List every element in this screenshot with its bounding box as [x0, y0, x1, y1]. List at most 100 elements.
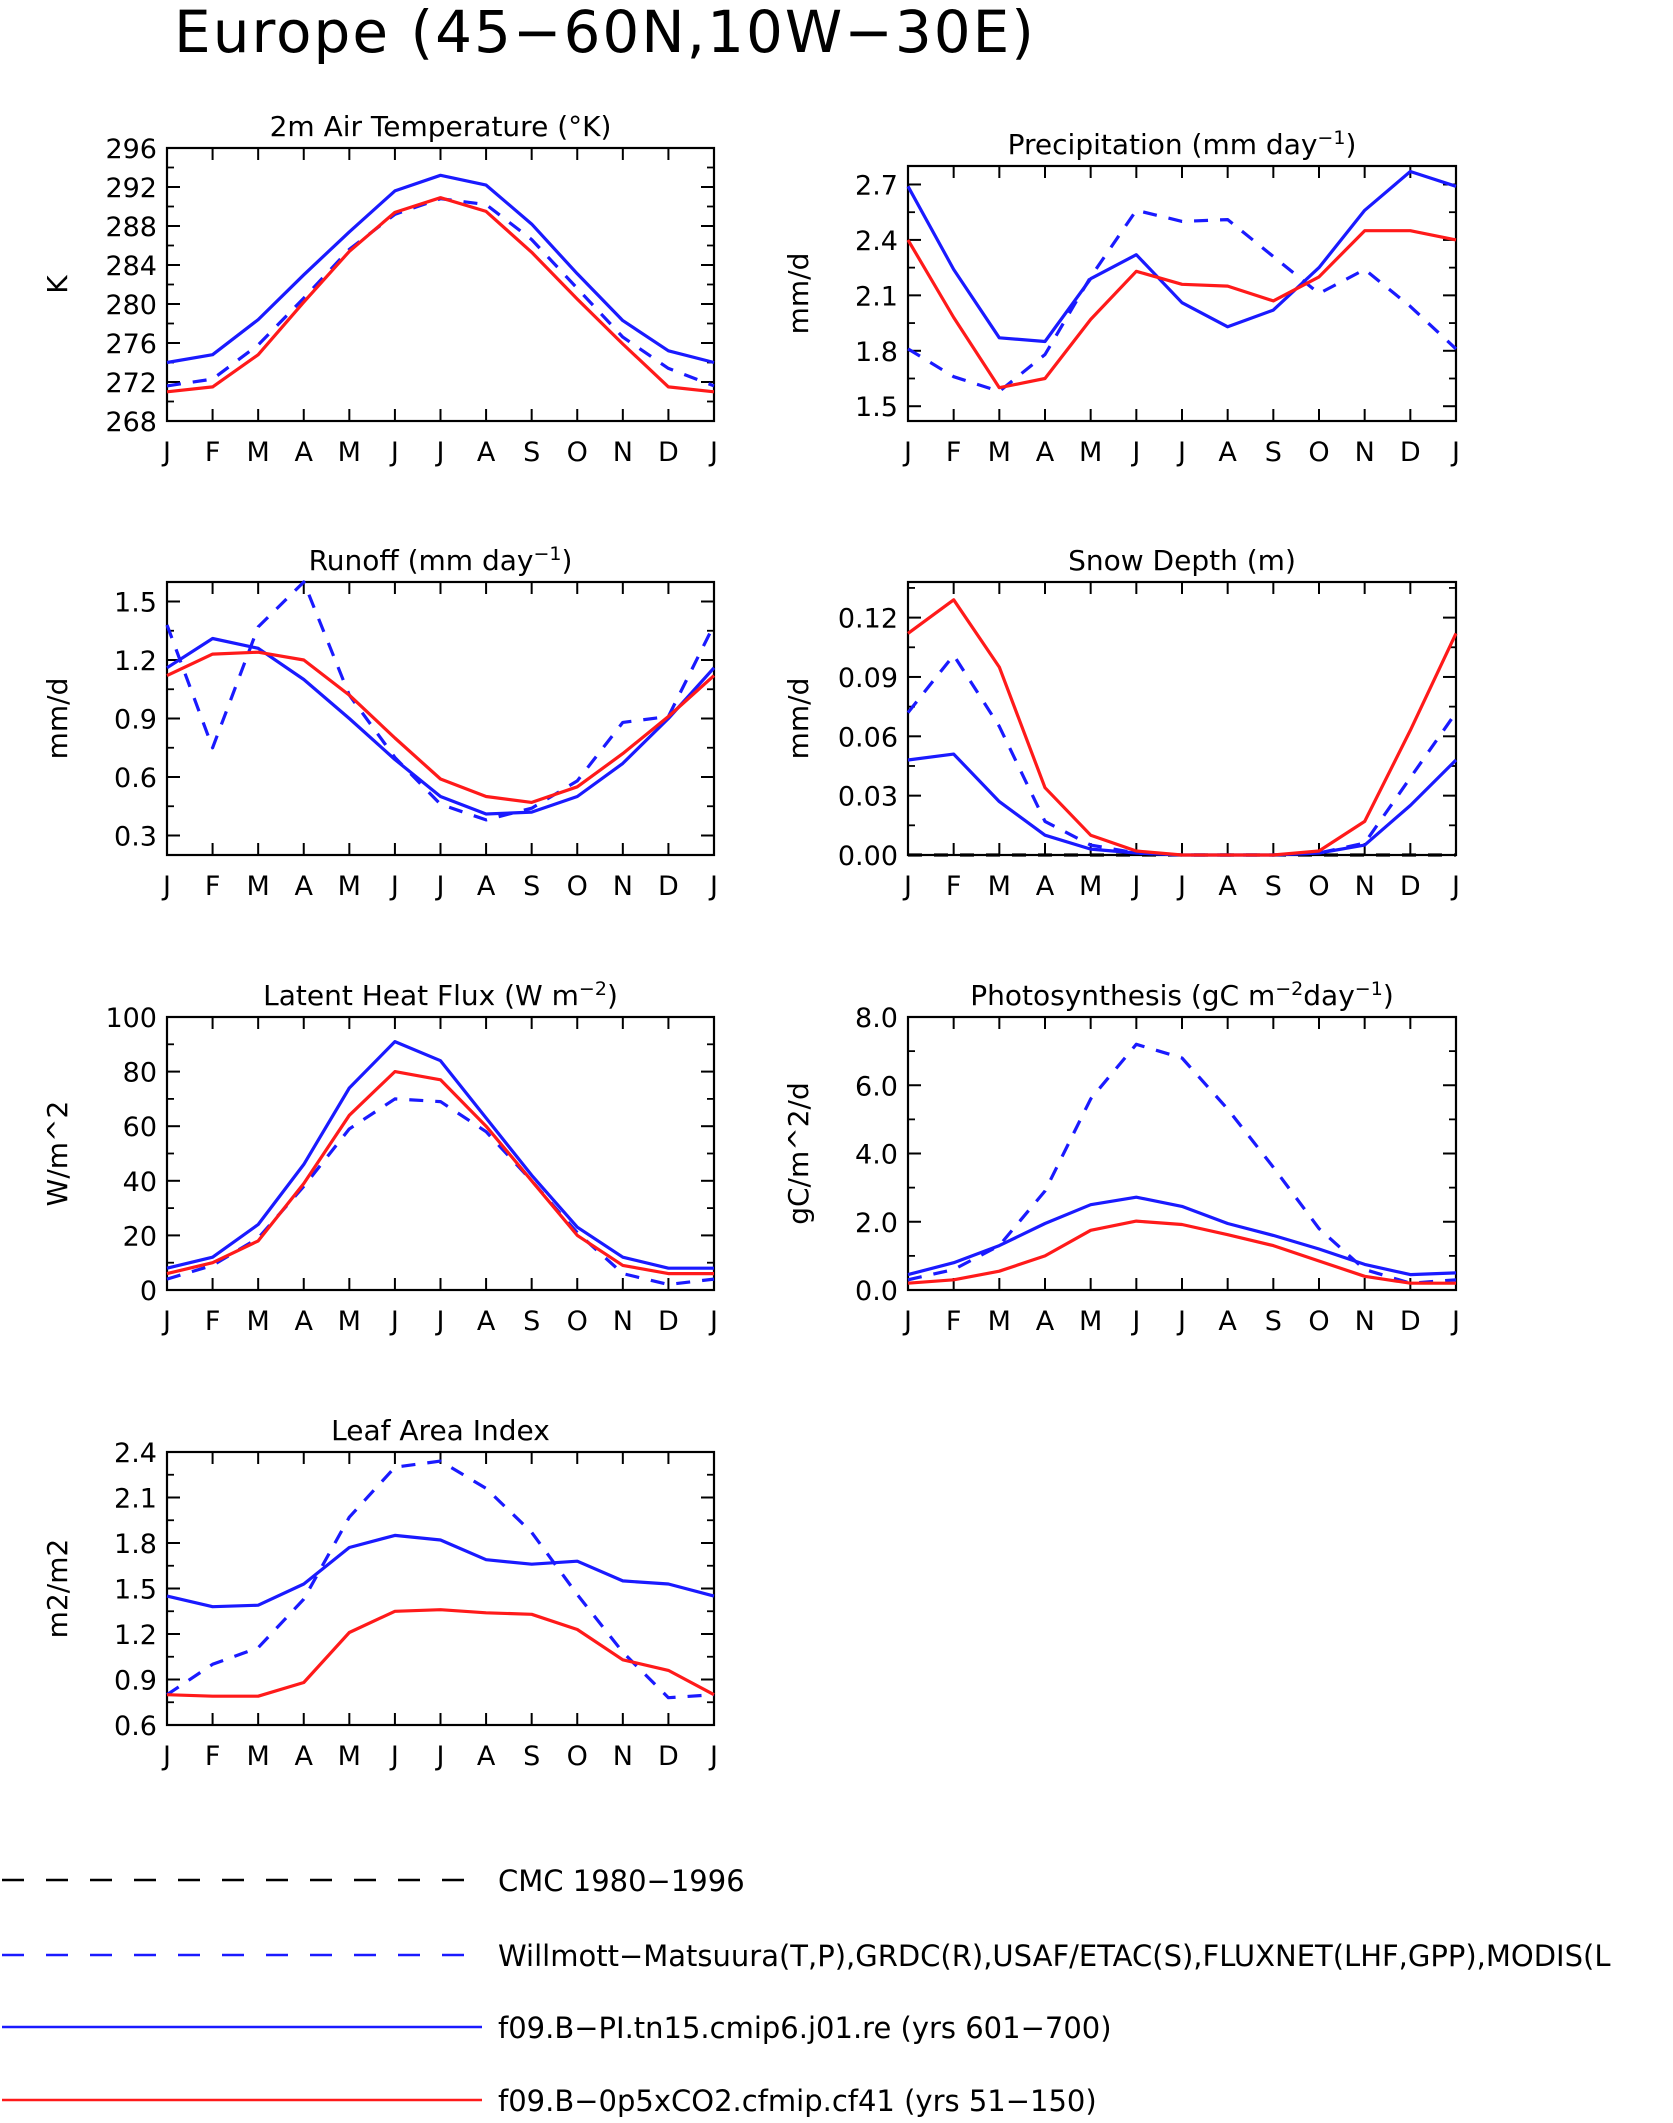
y-tick-label: 0.12	[838, 604, 898, 635]
x-tick-label: J	[708, 1306, 718, 1337]
y-tick-label: 20	[123, 1221, 157, 1252]
x-tick-label: M	[988, 1306, 1011, 1337]
y-tick-label: 292	[105, 173, 157, 204]
x-tick-label: M	[338, 437, 361, 468]
y-tick-label: 80	[123, 1058, 157, 1089]
series-line-obs-dashed	[166, 197, 715, 388]
y-tick-label: 1.5	[114, 1575, 157, 1606]
x-tick-label: J	[1130, 1306, 1140, 1337]
series-line-model-pi	[166, 1533, 715, 1609]
x-tick-label: M	[247, 437, 270, 468]
x-tick-label: F	[946, 1306, 962, 1337]
x-tick-label: J	[389, 871, 399, 902]
x-tick-label: D	[658, 437, 679, 468]
x-tick-label: F	[205, 1306, 221, 1337]
chart-panel: 2m Air Temperature (°K)J F M A M J J A S O N D J2962…	[41, 110, 718, 468]
x-tick-label: A	[1218, 437, 1237, 468]
y-tick-label: 296	[105, 134, 157, 165]
x-tick-label: J	[389, 1741, 399, 1772]
x-tick-label: S	[523, 871, 540, 902]
x-tick-label: J	[435, 437, 445, 468]
x-tick-label: J	[161, 1741, 171, 1772]
y-tick-label: 8.0	[855, 1003, 898, 1034]
legend-label: CMC 1980−1996	[498, 1864, 745, 1898]
y-tick-label: 1.5	[114, 588, 157, 619]
x-tick-label: M	[247, 1306, 270, 1337]
legend-label: f09.B−0p5xCO2.cfmip.cf41 (yrs 51−150)	[498, 2084, 1097, 2118]
x-tick-label: J	[1130, 871, 1140, 902]
y-tick-label: 0.9	[114, 705, 157, 736]
figure-title: Europe (45−60N,10W−30E)	[174, 0, 1036, 66]
x-tick-label: M	[247, 1741, 270, 1772]
x-tick-label: D	[658, 1741, 679, 1772]
series-line-model-co2	[166, 1608, 715, 1698]
series-line-model-pi	[166, 1039, 714, 1270]
y-tick-label: 284	[105, 251, 157, 282]
y-tick-label: 0.6	[114, 763, 157, 794]
panel-title: Photosynthesis (gC m−2day−1)	[970, 978, 1394, 1012]
x-tick-label: J	[389, 1306, 399, 1337]
x-tick-label: D	[1400, 437, 1421, 468]
x-tick-label: M	[338, 1741, 361, 1772]
x-tick-label: N	[613, 437, 633, 468]
x-tick-label: D	[658, 1306, 679, 1337]
y-tick-label: 100	[105, 1003, 157, 1034]
x-tick-label: A	[1218, 1306, 1237, 1337]
x-tick-label: N	[613, 1306, 633, 1337]
x-tick-label: S	[1265, 871, 1282, 902]
y-axis-label: mm/d	[782, 678, 815, 760]
y-tick-label: 4.0	[855, 1140, 898, 1171]
x-tick-label: A	[1218, 871, 1237, 902]
series-line-obs-dashed	[166, 1459, 715, 1700]
y-tick-label: 1.8	[855, 337, 898, 368]
chart-panel: Snow Depth (m)J F M A M J J A S O N D J0.120.090.060…	[782, 544, 1460, 902]
y-axis-label: mm/d	[782, 253, 815, 335]
y-tick-label: 276	[105, 329, 157, 360]
y-tick-label: 288	[105, 212, 157, 243]
x-tick-label: J	[389, 437, 399, 468]
x-tick-label: D	[1400, 871, 1421, 902]
series-line-model-pi	[907, 1195, 1457, 1277]
x-tick-label: J	[435, 871, 445, 902]
series-line-model-co2	[907, 1219, 1456, 1285]
chart-panel: Precipitation (mm day−1)J F M A M J J A S O N D J2.7…	[782, 127, 1460, 468]
x-tick-label: M	[988, 871, 1011, 902]
series-line-model-pi	[166, 173, 715, 365]
y-tick-label: 0.00	[838, 841, 898, 872]
y-axis-label: m2/m2	[41, 1539, 74, 1639]
x-tick-label: M	[338, 1306, 361, 1337]
series-line-model-co2	[166, 196, 715, 394]
x-tick-label: J	[1450, 437, 1460, 468]
y-axis-label: K	[41, 275, 74, 294]
series-line-obs-dashed	[906, 653, 1458, 857]
x-tick-label: D	[1400, 1306, 1421, 1337]
y-tick-label: 0.06	[838, 722, 898, 753]
x-tick-label: N	[1355, 437, 1375, 468]
series-line-model-pi	[166, 636, 716, 816]
x-tick-label: J	[902, 871, 912, 902]
chart-panels: 2m Air Temperature (°K)J F M A M J J A S O N D J2962…	[41, 110, 1460, 1772]
series-line-obs-dashed	[165, 580, 716, 822]
panel-title: Leaf Area Index	[331, 1414, 550, 1447]
plot-frame	[165, 580, 716, 857]
x-tick-label: J	[708, 437, 718, 468]
y-tick-label: 1.8	[114, 1529, 157, 1560]
x-tick-label: M	[1079, 437, 1102, 468]
x-tick-label: S	[1265, 437, 1282, 468]
x-tick-label: J	[708, 1741, 718, 1772]
x-tick-label: A	[477, 437, 496, 468]
x-tick-label: J	[708, 871, 718, 902]
x-tick-label: D	[658, 871, 679, 902]
x-tick-label: S	[523, 437, 540, 468]
y-tick-label: 0.03	[838, 782, 898, 813]
x-tick-label: J	[1130, 437, 1140, 468]
series-line-model-co2	[907, 598, 1458, 857]
x-tick-label: J	[161, 871, 171, 902]
plot-frame	[165, 146, 716, 423]
y-tick-label: 280	[105, 290, 157, 321]
x-tick-label: N	[1355, 1306, 1375, 1337]
x-tick-label: O	[567, 871, 588, 902]
x-tick-label: A	[477, 1741, 496, 1772]
x-tick-label: A	[295, 437, 314, 468]
